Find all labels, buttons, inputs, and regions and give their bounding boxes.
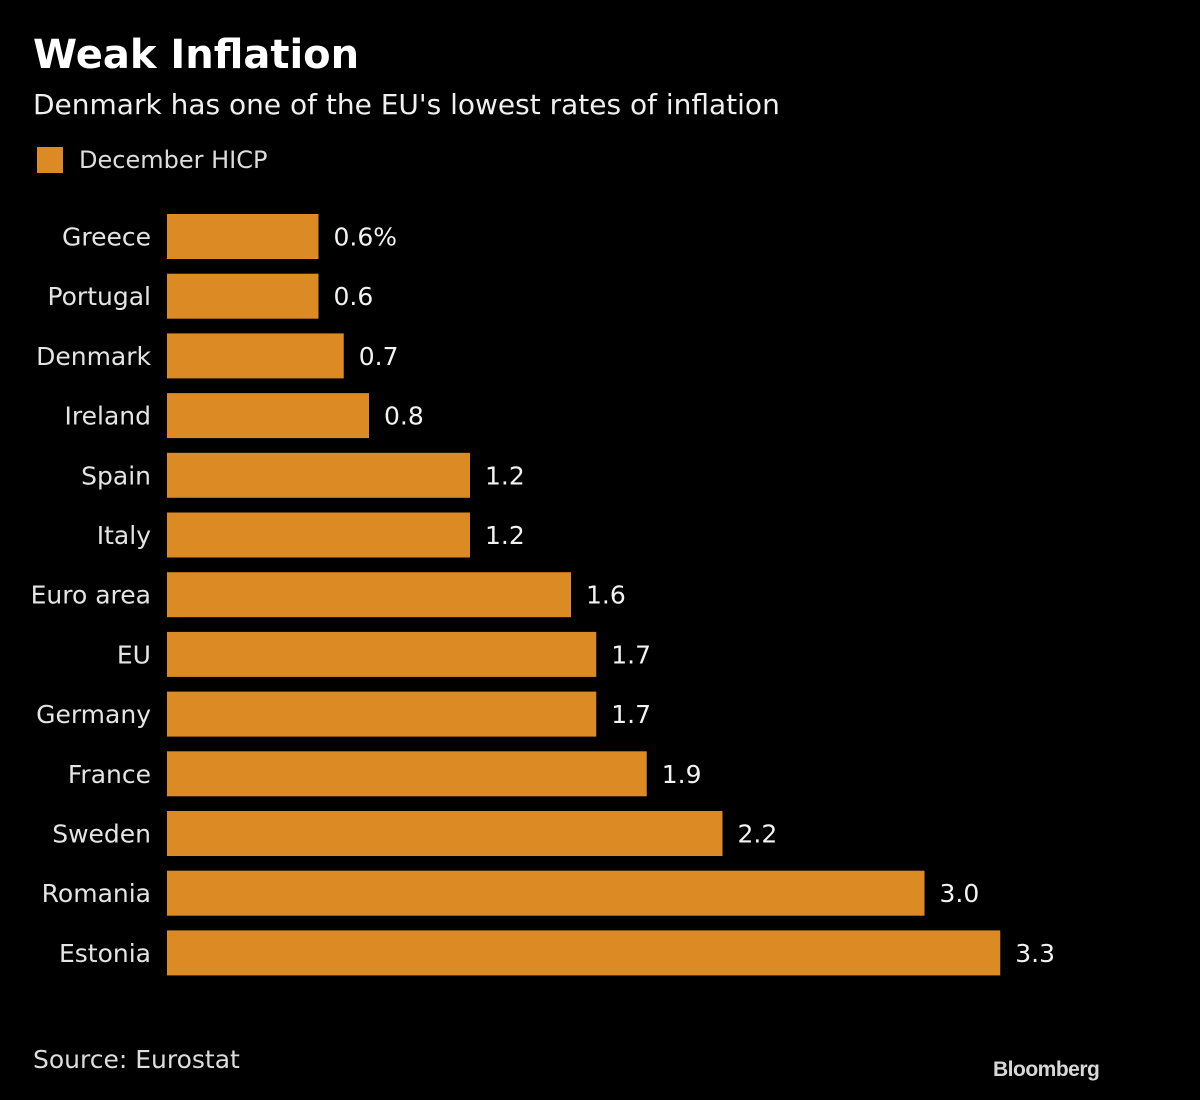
category-label: Estonia <box>59 939 151 968</box>
data-label: 2.2 <box>738 820 778 849</box>
legend-swatch <box>37 147 63 173</box>
bar <box>167 691 597 737</box>
data-label: 1.2 <box>485 521 525 550</box>
category-label: Denmark <box>36 342 151 371</box>
category-label: Greece <box>62 223 151 252</box>
bloomberg-logo: Bloomberg <box>993 1058 1100 1081</box>
data-label: 1.9 <box>662 760 702 789</box>
chart-title: Weak Inflation <box>33 32 360 78</box>
category-label: France <box>68 760 151 789</box>
category-label: EU <box>117 640 151 669</box>
bar <box>167 870 925 916</box>
bar <box>167 572 571 618</box>
chart-subtitle: Denmark has one of the EU's lowest rates… <box>33 88 780 121</box>
bar <box>167 751 647 797</box>
bar <box>167 393 369 439</box>
data-label: 3.3 <box>1015 939 1055 968</box>
data-label: 0.8 <box>384 402 424 431</box>
category-label: Portugal <box>47 282 151 311</box>
bar <box>167 214 319 259</box>
bar <box>167 512 470 558</box>
data-label: 0.7 <box>359 342 399 371</box>
category-label: Ireland <box>65 402 151 431</box>
data-label: 0.6% <box>334 223 398 252</box>
bar <box>167 930 1001 976</box>
category-label: Germany <box>36 700 151 729</box>
data-label: 3.0 <box>940 879 980 908</box>
category-label: Romania <box>42 879 151 908</box>
category-label: Sweden <box>52 820 151 849</box>
data-label: 1.2 <box>485 461 525 490</box>
bar <box>167 631 597 677</box>
bar <box>167 333 344 379</box>
data-label: 1.7 <box>611 700 651 729</box>
source-note: Source: Eurostat <box>33 1045 240 1074</box>
bar <box>167 811 723 856</box>
legend-label: December HICP <box>79 146 268 174</box>
data-label: 0.6 <box>334 282 374 311</box>
legend: December HICP <box>37 146 267 174</box>
bar <box>167 452 470 498</box>
category-label: Spain <box>81 461 151 490</box>
data-label: 1.6 <box>586 581 626 610</box>
bar <box>167 273 319 319</box>
category-label: Euro area <box>31 581 151 610</box>
category-label: Italy <box>97 521 151 550</box>
data-label: 1.7 <box>611 640 651 669</box>
